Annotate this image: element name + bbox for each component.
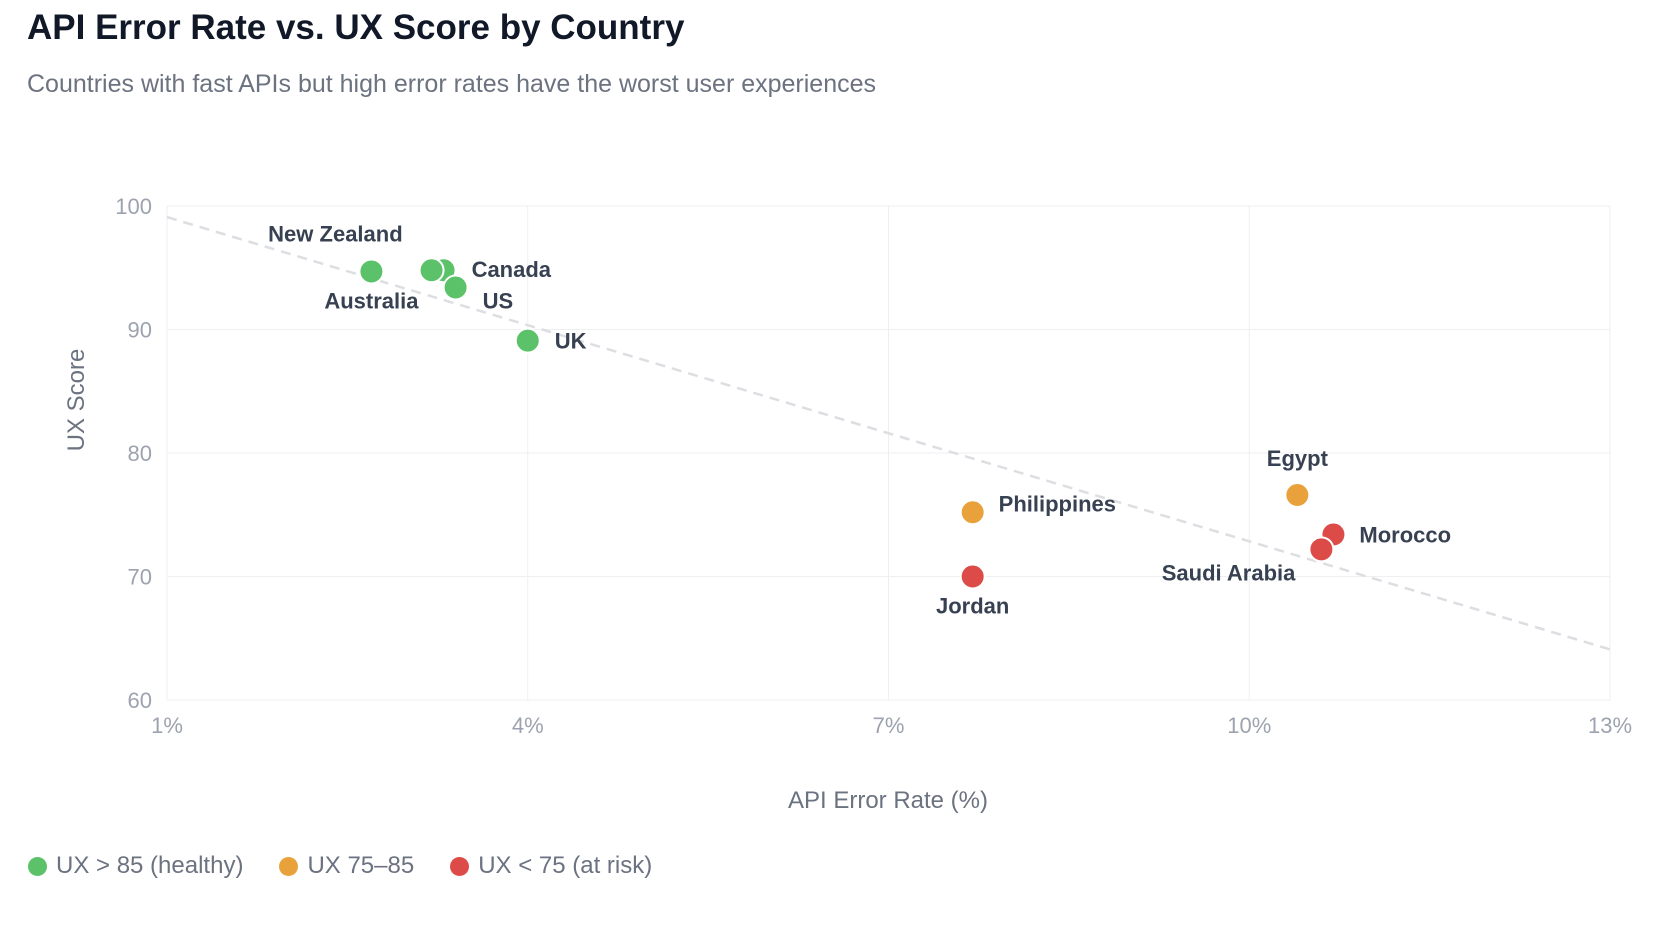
x-tick-label: 7% — [873, 713, 905, 738]
y-tick-label: 70 — [128, 565, 152, 590]
point-labels: New Zealand Australia Canada US UK Philippine… — [268, 221, 1451, 618]
grid — [166, 205, 1611, 701]
y-tick-label: 90 — [128, 318, 152, 343]
data-points — [358, 257, 1347, 590]
legend-label-risk: UX < 75 (at risk) — [478, 852, 653, 879]
point-label: Canada — [472, 257, 552, 282]
legend: UX > 85 (healthy) UX 75–85 UX < 75 (at r… — [28, 852, 652, 880]
point-label: Philippines — [999, 491, 1116, 516]
data-point[interactable] — [418, 257, 445, 284]
point-label: US — [483, 289, 514, 314]
legend-swatch-mid — [279, 856, 299, 876]
axis-ticks: 1% 4% 7% 10% 13% 60 70 80 90 100 — [115, 194, 1632, 738]
data-point[interactable] — [1284, 481, 1311, 508]
chart-title: API Error Rate vs. UX Score by Country — [27, 8, 685, 47]
point-label: Saudi Arabia — [1162, 560, 1296, 585]
x-tick-label: 10% — [1227, 713, 1271, 738]
point-label: UK — [555, 329, 587, 354]
trendline-path — [166, 215, 1611, 651]
y-axis-label: UX Score — [63, 349, 90, 452]
point-label: Morocco — [1359, 523, 1451, 548]
legend-swatch-healthy — [28, 856, 47, 876]
x-tick-label: 4% — [512, 713, 544, 738]
y-tick-label: 80 — [128, 441, 152, 466]
data-point[interactable] — [959, 563, 986, 590]
y-tick-label: 100 — [115, 194, 152, 219]
data-point[interactable] — [442, 274, 469, 301]
x-tick-label: 13% — [1588, 713, 1632, 738]
point-label: Jordan — [936, 594, 1009, 619]
point-label: New Zealand — [268, 221, 402, 246]
legend-item-risk[interactable]: UX < 75 (at risk) — [450, 852, 652, 880]
chart-subtitle: Countries with fast APIs but high error … — [27, 70, 877, 98]
legend-label-mid: UX 75–85 — [307, 852, 415, 879]
data-point[interactable] — [1308, 536, 1335, 563]
x-tick-label: 1% — [151, 713, 183, 738]
data-point[interactable] — [514, 327, 541, 354]
y-tick-label: 60 — [128, 688, 152, 713]
legend-swatch-risk — [450, 856, 470, 876]
data-point[interactable] — [358, 258, 385, 285]
point-label: Australia — [324, 288, 419, 313]
data-point[interactable] — [959, 499, 986, 526]
point-label: Egypt — [1267, 446, 1329, 471]
legend-item-healthy[interactable]: UX > 85 (healthy) — [28, 852, 243, 880]
legend-label-healthy: UX > 85 (healthy) — [56, 852, 244, 879]
x-axis-label: API Error Rate (%) — [788, 787, 988, 814]
legend-item-mid[interactable]: UX 75–85 — [279, 852, 414, 880]
trendline — [166, 215, 1611, 651]
